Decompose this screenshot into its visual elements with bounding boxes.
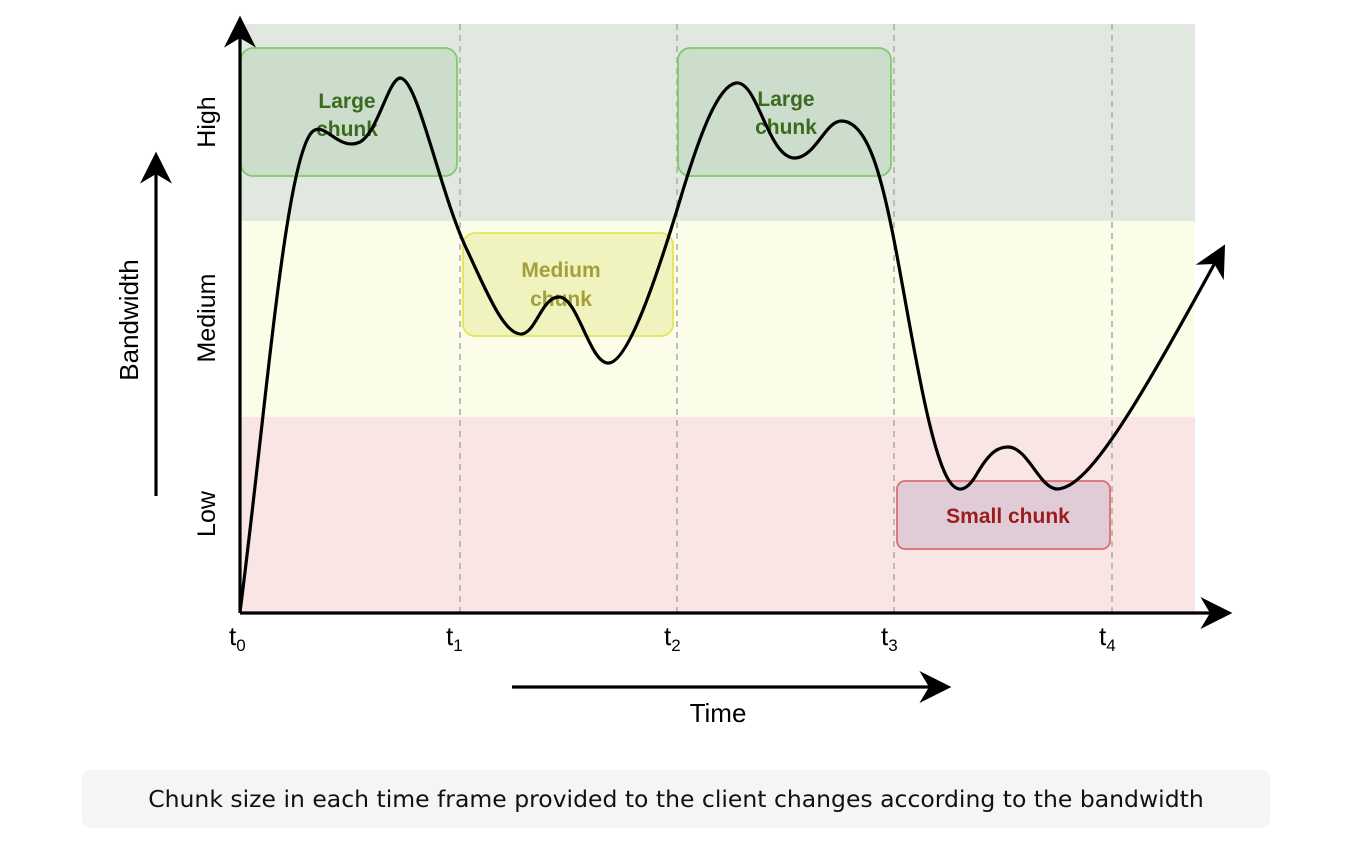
band-medium	[240, 221, 1195, 417]
medium-chunk-box	[462, 232, 674, 337]
tick-label-t3: t3	[881, 621, 898, 655]
y-axis-title: Bandwidth	[114, 259, 144, 380]
tick-label-t1: t1	[446, 621, 463, 655]
tick-label-t0: t0	[229, 621, 246, 655]
large-chunk-label-1-line2: chunk	[316, 118, 378, 141]
small-chunk-label: Small chunk	[946, 505, 1070, 528]
caption-text: Chunk size in each time frame provided t…	[148, 785, 1204, 813]
large-chunk-label-1-line1: Large	[318, 90, 375, 113]
large-chunk-box-2	[677, 47, 892, 177]
caption-box: Chunk size in each time frame provided t…	[82, 770, 1270, 828]
bandwidth-curve	[238, 76, 1226, 613]
medium-chunk-label-line1: Medium	[521, 259, 600, 282]
bandwidth-chunk-diagram: Large chunk Medium chunk Large chunk Sma…	[114, 15, 1233, 728]
band-label-low: Low	[193, 490, 221, 537]
tick-label-t4: t4	[1099, 621, 1116, 655]
large-chunk-label-2-line1: Large	[757, 88, 814, 111]
small-chunk-box	[896, 480, 1111, 550]
band-label-high: High	[193, 96, 221, 147]
medium-chunk-label-line2: chunk	[530, 288, 592, 311]
tick-label-t2: t2	[664, 621, 681, 655]
band-label-medium: Medium	[193, 274, 221, 363]
x-axis-title: Time	[690, 698, 747, 728]
